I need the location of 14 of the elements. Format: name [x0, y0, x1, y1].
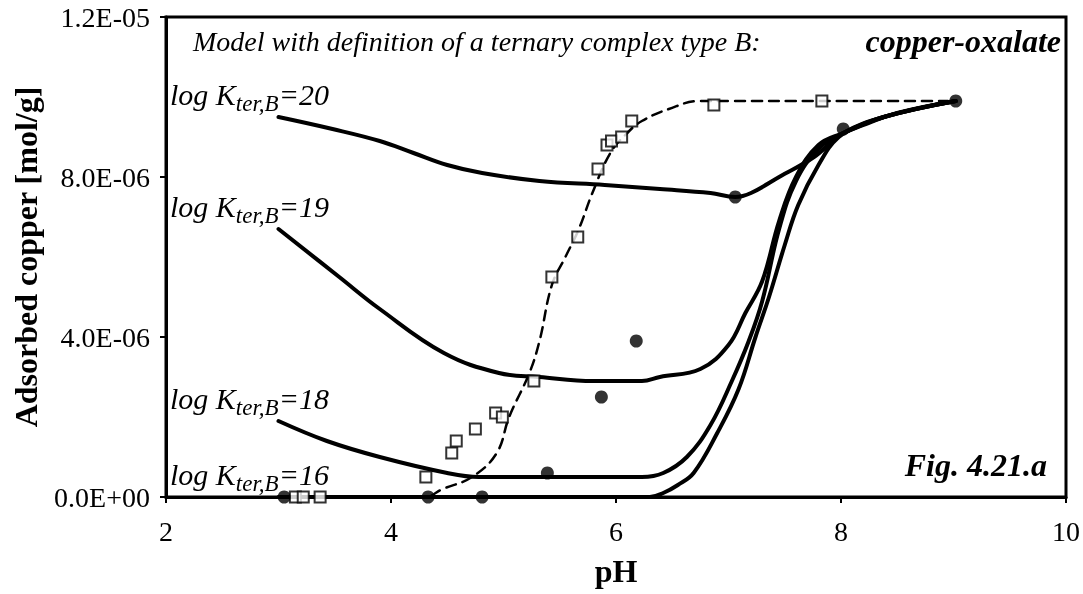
annotation: copper-oxalate	[865, 23, 1061, 59]
y-axis-title: Adsorbed copper [mol/g]	[8, 86, 44, 428]
annotation: Model with definition of a ternary complex type B:	[192, 25, 761, 57]
x-tick-label: 2	[159, 515, 173, 547]
x-axis-title: pH	[594, 553, 638, 589]
y-tick-label: 1.2E-05	[60, 1, 150, 33]
y-tick-label: 0.0E+00	[54, 481, 150, 513]
x-tick-label: 4	[384, 515, 398, 547]
x-tick-label: 10	[1052, 515, 1080, 547]
x-tick-label: 6	[609, 515, 623, 547]
y-tick-label: 8.0E-06	[60, 161, 150, 193]
x-tick-label: 8	[834, 515, 848, 547]
y-tick-label: 4.0E-06	[60, 321, 150, 353]
annotation: Fig. 4.21.a	[903, 447, 1047, 483]
